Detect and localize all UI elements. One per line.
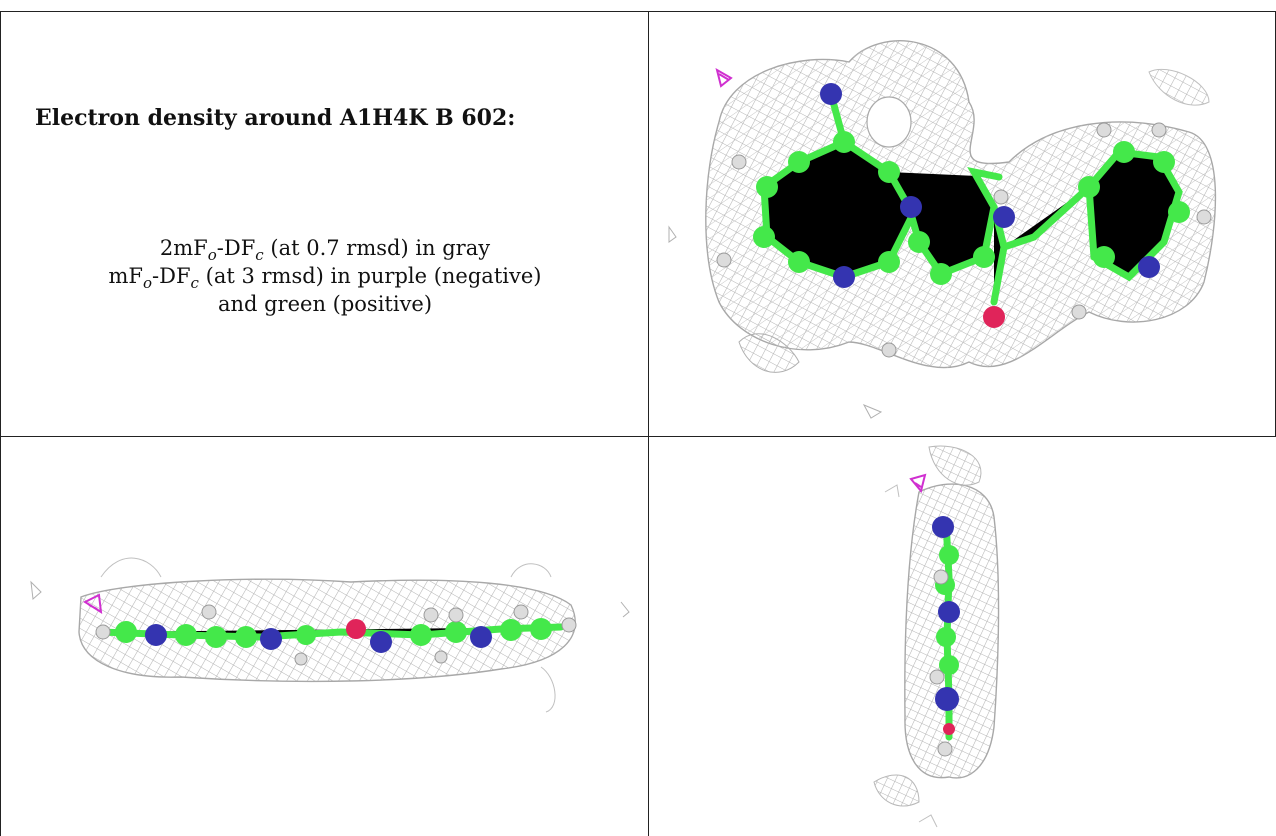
ligand-atoms — [115, 618, 552, 653]
border-top — [0, 11, 1276, 12]
caption-line-mfo: mFo-DFc (at 3 rmsd) in purple (negative) — [108, 264, 542, 293]
caption-cell: Electron density around A1H4K B 602: 2mF… — [1, 12, 648, 436]
density-panel-side-view — [1, 437, 648, 836]
ligand-atoms — [932, 516, 960, 735]
negative-density-blob — [715, 67, 733, 88]
density-render-end — [873, 445, 1000, 828]
caption-line-positive: and green (positive) — [217, 292, 433, 316]
figure-title: Electron density around A1H4K B 602: — [35, 105, 516, 131]
hydrogen-atoms — [929, 569, 953, 757]
border-middle-vertical — [648, 11, 649, 836]
negative-density-blob — [82, 593, 103, 614]
caption-line-2mfo: 2mFo-DFc (at 0.7 rmsd) in gray — [159, 236, 491, 265]
density-panel-top-view — [649, 12, 1275, 436]
hydrogen-atoms — [716, 122, 1212, 358]
negative-density-blob — [909, 473, 927, 494]
border-middle-horizontal — [0, 436, 1276, 437]
density-panel-end-view — [649, 437, 1276, 836]
density-render-side — [30, 557, 630, 713]
ligand-atoms — [753, 83, 1190, 328]
border-left — [0, 11, 1, 836]
hydrogen-atoms — [95, 604, 577, 666]
density-render-top — [668, 40, 1217, 419]
